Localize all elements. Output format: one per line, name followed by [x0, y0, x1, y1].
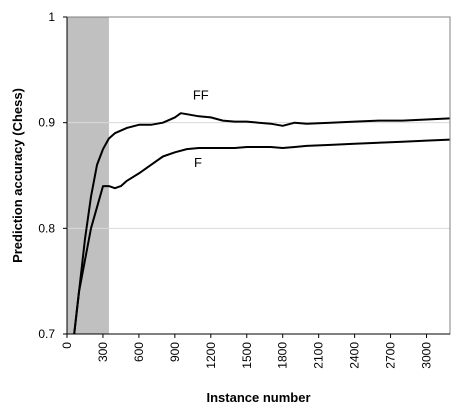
plot-area — [67, 17, 450, 334]
x-tick-label: 3000 — [420, 342, 434, 369]
x-tick-label: 1200 — [204, 342, 218, 369]
series-line-f — [73, 138, 451, 335]
shaded-region — [67, 17, 109, 334]
plot-background — [67, 17, 450, 334]
x-tick-label: 900 — [168, 342, 182, 362]
x-tick-label: 1800 — [276, 342, 290, 369]
series-line-ff — [73, 112, 451, 335]
series-annotations: FFF — [193, 87, 209, 170]
x-tick-label: 1500 — [240, 342, 254, 369]
x-tick-label: 2700 — [384, 342, 398, 369]
series-lines — [73, 112, 451, 335]
series-annotation-ff: FF — [193, 87, 209, 102]
y-tick-labels: 0.7 0.8 0.9 1 — [38, 10, 55, 341]
x-tick-label: 2400 — [348, 342, 362, 369]
y-axis-title: Prediction accuracy (Chess) — [10, 88, 25, 263]
x-tick-label: 600 — [132, 342, 146, 362]
x-tick-labels: 0 300 600 900 1200 1500 1800 2100 2400 2700 3000 — [60, 342, 434, 369]
shaded-region-group — [67, 17, 109, 334]
x-tick-label: 300 — [96, 342, 110, 362]
axes — [63, 16, 451, 338]
y-tick-label: 0.9 — [38, 116, 55, 130]
x-axis-title: Instance number — [206, 390, 310, 405]
y-tick-label: 1 — [48, 10, 55, 24]
y-tick-label: 0.7 — [38, 327, 55, 341]
x-tick-label: 0 — [60, 342, 74, 349]
x-tick-label: 2100 — [312, 342, 326, 369]
series-annotation-f: F — [194, 155, 202, 170]
y-tick-label: 0.8 — [38, 221, 55, 235]
